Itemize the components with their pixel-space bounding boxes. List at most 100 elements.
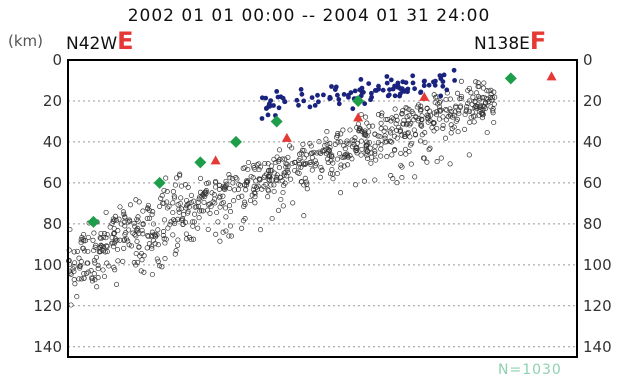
hollow-point [93,254,99,260]
hollow-point [337,150,343,157]
blue-point [362,101,368,107]
hollow-point [265,161,271,167]
hollow-point [406,112,412,118]
hollow-point [155,227,161,233]
hollow-point [408,121,414,127]
hollow-point [183,182,189,188]
hollow-point [133,233,139,239]
hollow-point [195,199,201,205]
hollow-point [104,244,110,250]
hollow-point [216,182,223,188]
hollow-point [480,85,487,91]
hollow-point [324,142,330,148]
hollow-point [208,203,214,210]
hollow-point [201,199,207,205]
hollow-point [303,152,309,158]
green-diamond-point [194,156,207,169]
hollow-point [285,170,291,176]
hollow-point [304,181,310,187]
hollow-point [387,138,393,144]
hollow-point [112,267,118,273]
hollow-point [358,138,364,144]
hollow-point [399,111,405,117]
hollow-point [220,193,226,199]
hollow-point [342,146,348,152]
hollow-point [448,130,454,136]
hollow-point [401,117,407,123]
hollow-point [296,164,302,170]
hollow-point [234,176,240,182]
hollow-point [480,112,486,118]
hollow-point [189,219,195,225]
hollow-point [449,114,456,120]
hollow-point [178,183,185,189]
blue-point [405,89,410,95]
hollow-point [226,203,233,209]
hollow-point [192,211,198,217]
hollow-point [276,147,283,153]
hollow-point [168,219,174,225]
hollow-point [171,195,177,201]
hollow-point [424,112,430,118]
blue-point [397,93,402,99]
hollow-point [135,225,141,231]
hollow-point [104,260,110,266]
hollow-point [273,177,279,183]
hollow-point [178,206,184,212]
hollow-point [448,109,454,115]
hollow-point [335,131,341,137]
hollow-point [440,125,446,131]
hollow-point [196,215,202,221]
blue-point [387,87,392,92]
hollow-point [283,164,289,170]
blue-point [358,77,364,82]
hollow-point [297,161,303,167]
hollow-point [485,99,491,105]
blue-point [452,78,457,83]
hollow-point [111,264,117,271]
hollow-point [481,80,487,86]
hollow-point [220,229,226,235]
hollow-point [211,196,218,202]
blue-point [268,98,274,103]
blue-point [341,92,347,97]
hollow-point [261,183,267,189]
hollow-point [469,109,475,115]
hollow-point [145,202,151,208]
hollow-point [438,155,444,161]
hollow-point [378,146,384,152]
hollow-point [155,258,161,264]
blue-point [426,82,432,88]
hollow-point [170,189,176,195]
blue-point [376,83,381,89]
blue-point [412,86,417,92]
hollow-point [418,116,425,122]
hollow-point [292,160,298,166]
hollow-point [298,178,304,185]
blue-point [335,92,340,98]
hollow-point [207,210,213,216]
hollow-point [131,220,137,227]
hollow-point [77,265,83,271]
hollow-point [364,142,370,149]
red-triangle-point [353,112,364,122]
hollow-point [215,219,221,225]
hollow-point [378,113,385,119]
hollow-point [257,227,264,233]
hollow-point [339,154,345,160]
hollow-point [147,215,153,221]
hollow-point [325,156,331,162]
hollow-point [470,94,476,100]
hollow-point [179,215,186,221]
green-diamond-point [229,135,242,148]
hollow-point [417,138,424,144]
hollow-point [350,144,356,150]
red-triangle-point [210,155,221,165]
hollow-point [81,238,87,244]
hollow-point [288,176,294,182]
hollow-point [362,131,369,137]
hollow-point [191,219,197,225]
hollow-point [160,229,167,235]
hollow-point [95,266,101,272]
hollow-point [490,108,496,114]
